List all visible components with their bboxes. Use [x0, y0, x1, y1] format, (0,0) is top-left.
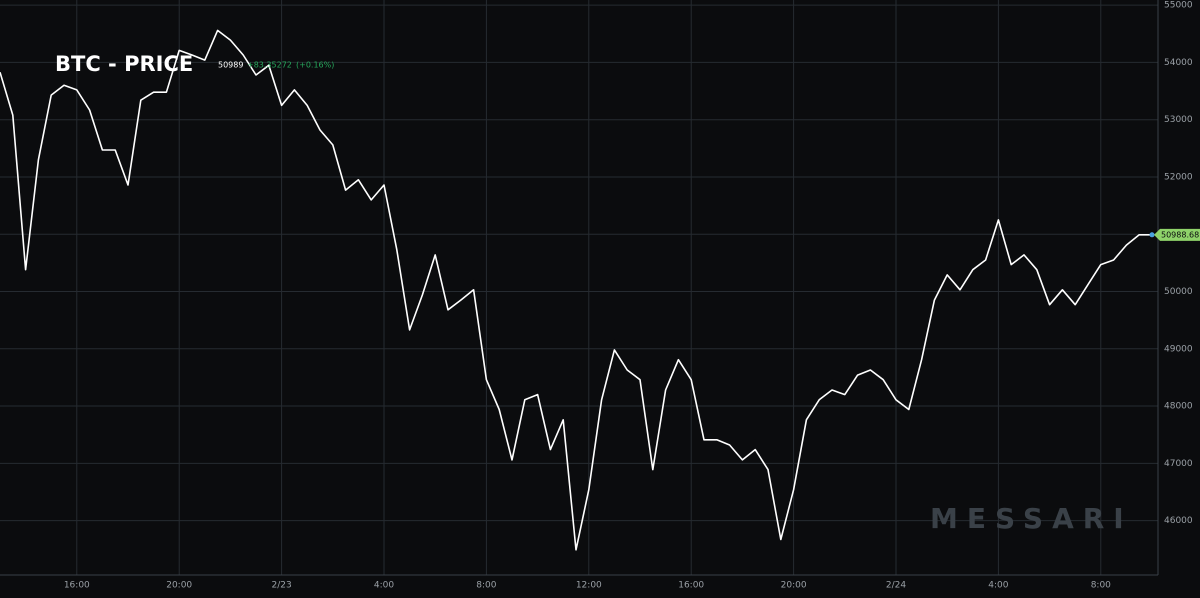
last-point	[1149, 232, 1155, 238]
y-tick-label: 48000	[1164, 402, 1193, 412]
x-tick-label: 16:00	[64, 581, 90, 591]
x-tick-label: 8:00	[1091, 581, 1111, 591]
x-tick-label: 8:00	[476, 581, 496, 591]
y-tick-label: 55000	[1164, 1, 1193, 11]
x-tick-label: 20:00	[781, 581, 807, 591]
y-tick-label: 49000	[1164, 344, 1193, 354]
x-tick-label: 20:00	[166, 581, 192, 591]
y-tick-label: 50000	[1164, 287, 1193, 297]
watermark: MESSARI	[930, 502, 1133, 535]
chart-title: BTC - PRICE	[55, 52, 193, 76]
x-tick-label: 4:00	[374, 581, 394, 591]
price-tag-bg	[1154, 228, 1200, 241]
price-change: +83.35272	[247, 61, 292, 70]
x-tick-label: 4:00	[988, 581, 1008, 591]
y-tick-label: 52000	[1164, 172, 1193, 182]
y-tick-label: 47000	[1164, 459, 1193, 469]
last-price: 50989	[218, 61, 243, 70]
x-tick-label: 2/24	[886, 581, 906, 591]
plot	[0, 29, 1155, 551]
x-tick-label: 12:00	[576, 581, 602, 591]
x-tick-label: 16:00	[678, 581, 704, 591]
price-tag: 50988.68	[1161, 230, 1199, 239]
y-tick-label: 54000	[1164, 58, 1193, 68]
price-change-pct: (+0.16%)	[296, 61, 334, 70]
y-tick-label: 46000	[1164, 516, 1193, 526]
grid	[0, 0, 1158, 575]
price-line	[0, 29, 1152, 551]
x-tick-label: 2/23	[271, 581, 291, 591]
y-tick-label: 53000	[1164, 115, 1193, 125]
